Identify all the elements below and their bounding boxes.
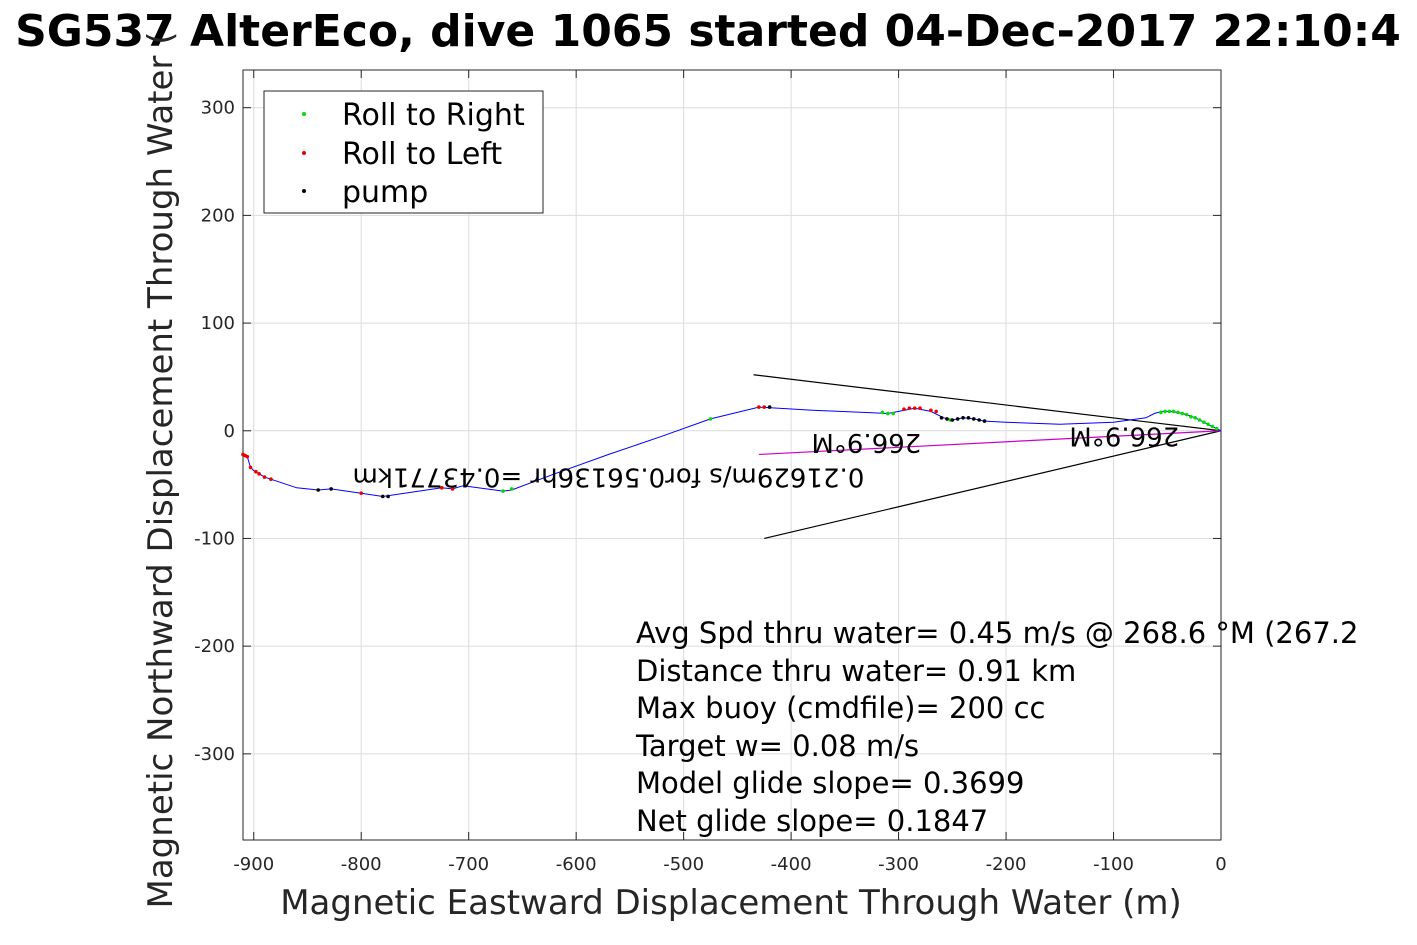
pump-point [945, 417, 949, 421]
roll-right-point [1202, 420, 1206, 424]
x-tick-label: -900 [233, 854, 274, 875]
roll-right-point [1184, 412, 1189, 417]
roll-right-point [1167, 409, 1172, 414]
roll-left-point [902, 407, 906, 412]
y-tick-label: 300 [201, 98, 235, 119]
pump-point [961, 416, 965, 420]
x-tick-label: -200 [986, 854, 1027, 875]
heading-bound-line [753, 374, 1222, 432]
roll-left-point [243, 453, 247, 458]
rotated-annotation: 266.9°M [1069, 421, 1179, 451]
stat-max-buoy: Max buoy (cmdfile)= 200 cc [636, 691, 1045, 725]
roll-right-point [1171, 409, 1176, 414]
series-layer [241, 374, 1222, 540]
track-line [242, 406, 1222, 498]
roll-right-point [501, 489, 505, 493]
pump-point [950, 418, 955, 422]
rotated-annotation: 0.21629m/s for0.56136hr =0.43771km [353, 461, 865, 491]
x-tick-label: -600 [556, 854, 597, 875]
legend-label-roll-left: Roll to Left [342, 137, 502, 172]
roll-left-point [248, 465, 253, 470]
roll-left-point [929, 408, 933, 413]
roll-left-point [912, 406, 917, 410]
roll-right-point [1206, 422, 1210, 427]
roll-left-point [907, 406, 912, 410]
pump-point [316, 488, 321, 492]
roll-right-point [880, 410, 885, 415]
x-tick-label: -700 [448, 854, 489, 875]
axis-ticks: -900 -800 -700 -600 -500 -400 -300 -200 -100 0 300… [194, 70, 1227, 875]
heading-bound-line [764, 430, 1222, 540]
stat-target-w: Target w= 0.08 m/s [635, 729, 919, 763]
roll-right-point [1159, 410, 1163, 415]
chart-title: SG537 AlterEco, dive 1065 started 04-Dec… [15, 6, 1401, 57]
pump-point [972, 417, 976, 421]
stat-net-glide-slope: Net glide slope= 0.1847 [636, 804, 988, 838]
roll-right-point [1176, 410, 1180, 415]
pump-point [380, 494, 385, 499]
legend-marker-roll-left [302, 151, 306, 155]
x-axis-label: Magnetic Eastward Displacement Through W… [280, 883, 1182, 923]
roll-right-point [1197, 418, 1202, 422]
legend: Roll to Right Roll to Left pump [263, 90, 544, 214]
y-axis-label: Magnetic Northward Displacement Through … [141, 32, 181, 909]
roll-right-point [891, 411, 896, 416]
y-tick-label: 200 [201, 205, 235, 226]
legend-marker-pump [302, 189, 306, 193]
depth-average-current-line [758, 430, 1222, 456]
x-tick-label: 0 [1215, 854, 1226, 875]
legend-marker-roll-right [302, 112, 306, 116]
legend-label-roll-right: Roll to Right [342, 98, 525, 133]
roll-left-point [257, 472, 261, 476]
stat-distance: Distance thru water= 0.91 km [636, 654, 1076, 688]
stat-avg-speed: Avg Spd thru water= 0.45 m/s @ 268.6 °M … [636, 616, 1358, 650]
roll-right-point [1214, 426, 1219, 431]
pump-point [767, 405, 772, 409]
roll-right-point [1193, 416, 1198, 420]
roll-left-point [762, 405, 767, 409]
roll-right-point [1163, 409, 1167, 414]
roll-left-point [254, 469, 258, 474]
roll-left-point [440, 486, 444, 490]
roll-right-point [1180, 411, 1185, 416]
roll-right-point [509, 487, 514, 491]
y-tick-label: -200 [194, 636, 235, 657]
roll-right-point [708, 417, 713, 421]
y-tick-label: 100 [201, 313, 235, 334]
pump-point [386, 494, 390, 499]
legend-label-pump: pump [342, 175, 428, 210]
x-tick-label: -100 [1093, 854, 1134, 875]
x-tick-label: -300 [878, 854, 919, 875]
pump-point [966, 416, 971, 420]
roll-right-point [1189, 414, 1193, 419]
y-tick-label: -300 [194, 744, 235, 765]
pump-point [982, 419, 987, 423]
pump-point [955, 417, 960, 421]
roll-left-point [359, 491, 364, 496]
rotated-annotation: 266.9°M [811, 427, 921, 457]
x-tick-label: -400 [771, 854, 812, 875]
roll-right-point [886, 411, 890, 416]
annotations-layer: 0.21629m/s for0.56136hr =0.43771km 266.9°… [353, 421, 1180, 492]
roll-left-point [918, 406, 922, 410]
pump-point [939, 416, 944, 420]
roll-right-point [1210, 424, 1215, 429]
legend-box [263, 90, 544, 214]
pump-point [329, 487, 333, 491]
roll-left-point [934, 409, 938, 414]
y-tick-label: 0 [224, 421, 235, 442]
x-tick-label: -500 [663, 854, 704, 875]
roll-left-point [450, 487, 455, 491]
roll-left-point [269, 477, 273, 482]
stats-block: Avg Spd thru water= 0.45 m/s @ 268.6 °M … [635, 616, 1358, 838]
y-tick-label: -100 [194, 528, 235, 549]
roll-left-point [757, 405, 761, 409]
roll-left-point [262, 475, 267, 479]
pump-point [977, 418, 981, 422]
stat-model-glide-slope: Model glide slope= 0.3699 [636, 766, 1024, 800]
x-tick-label: -800 [341, 854, 382, 875]
